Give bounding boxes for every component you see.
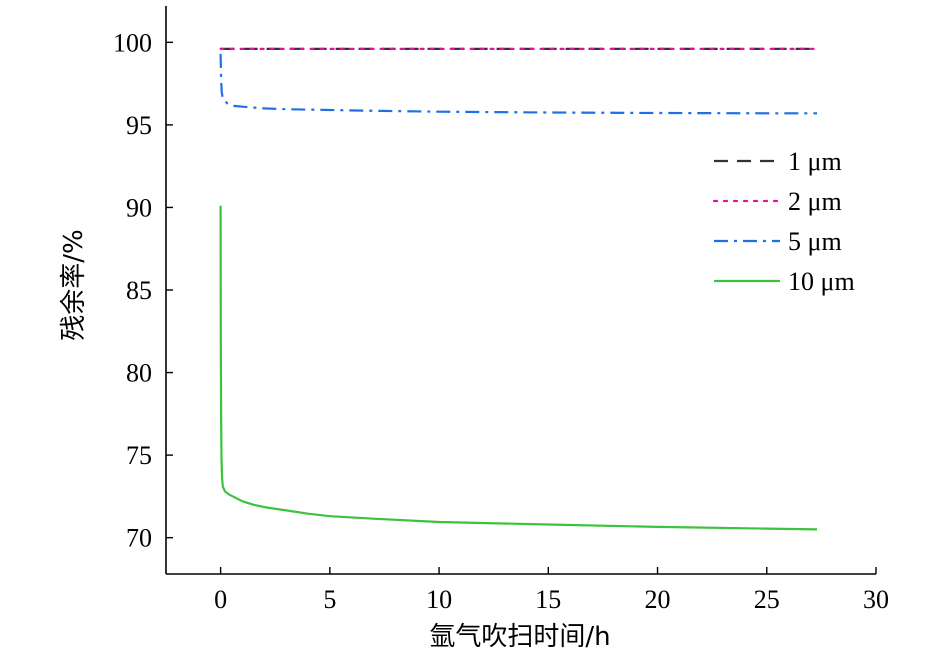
x-tick-label: 20 [645, 585, 671, 614]
y-tick-label: 85 [126, 276, 152, 305]
x-tick-label: 5 [323, 585, 336, 614]
series-lines [219, 47, 819, 531]
y-tick-label: 90 [126, 193, 152, 222]
legend: 1 μm 2 μm 5 μm 10 μm [712, 147, 855, 296]
x-tick-label: 25 [754, 585, 780, 614]
y-axis-title: 残余率/% [59, 229, 89, 340]
x-tick-label: 0 [214, 585, 227, 614]
x-tick-label: 15 [535, 585, 561, 614]
x-axis-title: 氩气吹扫时间/h [429, 622, 610, 652]
legend-label-1: 1 μm [788, 147, 842, 176]
legend-label-2: 2 μm [788, 187, 842, 216]
y-tick-label: 100 [113, 28, 152, 57]
series-line-3 [219, 53, 817, 115]
ticks: 0 5 10 15 20 25 30 70 75 80 85 90 95 100 [113, 28, 889, 614]
series-line-4 [219, 205, 818, 531]
y-tick-label: 75 [126, 441, 152, 470]
legend-label-4: 10 μm [788, 267, 855, 296]
y-tick-label: 95 [126, 111, 152, 140]
axes [165, 6, 876, 575]
x-tick-label: 30 [863, 585, 889, 614]
y-tick-label: 70 [126, 524, 152, 553]
y-tick-label: 80 [126, 359, 152, 388]
legend-label-3: 5 μm [788, 227, 842, 256]
x-tick-label: 10 [426, 585, 452, 614]
